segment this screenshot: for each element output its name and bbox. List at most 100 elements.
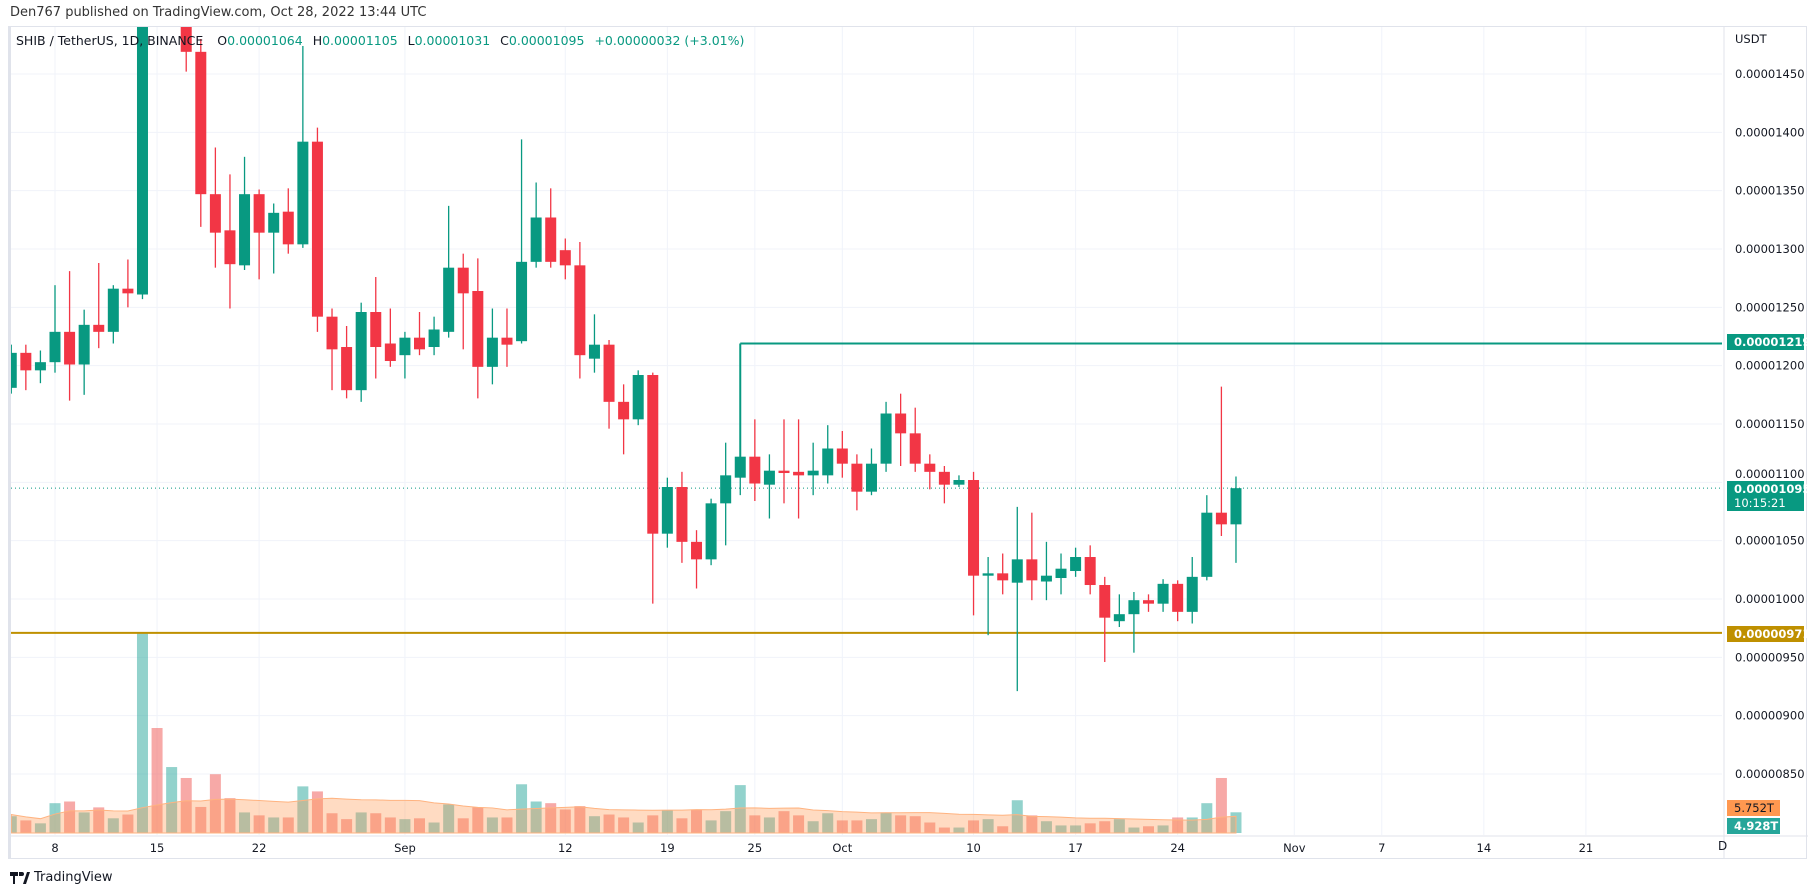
candle-body xyxy=(1026,559,1038,581)
support-price-badge: 0.00000971 xyxy=(1727,626,1810,642)
volume-bar xyxy=(486,817,498,833)
volume-bar xyxy=(749,815,761,833)
open-label: O xyxy=(217,33,228,48)
volume-bar xyxy=(341,819,353,833)
candle-body xyxy=(282,211,294,245)
candle-body xyxy=(428,329,440,348)
volume-bar xyxy=(472,807,484,833)
volume-bar xyxy=(1011,800,1023,833)
candle-body xyxy=(239,194,251,266)
candle-body xyxy=(632,375,644,420)
volume-bar xyxy=(20,820,32,833)
candle-body xyxy=(953,480,965,485)
candle-body xyxy=(822,448,834,476)
candle-body xyxy=(924,463,936,472)
high-label: H xyxy=(312,33,323,48)
volume-bar xyxy=(1055,825,1067,833)
currency-unit[interactable]: USDT xyxy=(1735,32,1767,46)
volume-bar xyxy=(938,827,950,833)
candle-body xyxy=(49,331,61,363)
price-tick-label: 0.00001400 xyxy=(1735,125,1805,139)
volume-bar xyxy=(107,818,119,833)
price-tick-label: 0.00001100 xyxy=(1735,467,1805,481)
candle-body xyxy=(399,337,411,356)
time-tick-label: 19 xyxy=(660,841,675,855)
volume-bar xyxy=(588,816,600,833)
time-tick-label: 14 xyxy=(1477,841,1492,855)
volume-bar xyxy=(370,813,382,833)
candle-body xyxy=(880,413,892,464)
time-tick-label: 10 xyxy=(966,841,981,855)
candle-body xyxy=(559,250,571,266)
candle-body xyxy=(20,352,32,371)
price-tick-label: 0.00001450 xyxy=(1735,67,1805,81)
candle-body xyxy=(720,475,732,504)
price-tick-label: 0.00001000 xyxy=(1735,592,1805,606)
volume-bar xyxy=(661,810,673,833)
candle-body xyxy=(836,448,848,464)
candle-body xyxy=(472,291,484,367)
volume-bar xyxy=(603,814,615,833)
candle-body xyxy=(661,487,673,534)
volume-bar xyxy=(807,821,819,833)
price-tick-label: 0.00001050 xyxy=(1735,534,1805,548)
chart-frame xyxy=(8,26,1807,859)
volume-bar xyxy=(1099,821,1111,833)
time-tick-label: 7 xyxy=(1378,841,1385,855)
volume-bar xyxy=(1070,825,1082,833)
volume-bar xyxy=(78,812,90,833)
candle-body xyxy=(11,352,17,388)
tradingview-logo[interactable]: TradingView xyxy=(10,870,113,885)
open-value: 0.00001064 xyxy=(227,33,303,48)
volume-bar xyxy=(64,801,76,833)
symbol-info[interactable]: SHIB / TetherUS, 1D, BINANCE xyxy=(16,33,204,48)
candle-body xyxy=(1040,575,1052,582)
price-tick-label: 0.00001250 xyxy=(1735,300,1805,314)
time-tick-label: Nov xyxy=(1283,841,1306,855)
low-label: L xyxy=(407,33,415,48)
volume-bar xyxy=(895,815,907,833)
last-price-badge: 0.00001095 10:15:21 xyxy=(1727,481,1811,511)
volume-bar xyxy=(822,813,834,833)
candle-body xyxy=(676,487,688,542)
volume-bar xyxy=(297,786,309,833)
candle-body xyxy=(136,27,148,295)
candle-body xyxy=(603,344,615,402)
last-price: 0.00001095 xyxy=(1734,482,1811,496)
volume-bar xyxy=(720,811,732,833)
candle-body xyxy=(1099,585,1111,618)
volume-bar xyxy=(647,815,659,833)
volume-bar xyxy=(734,785,746,833)
volume-bar xyxy=(574,806,586,833)
volume-bar xyxy=(355,812,367,833)
candle-body xyxy=(341,347,353,391)
candle-body xyxy=(1186,576,1198,612)
volume-bar xyxy=(909,816,921,833)
volume-bar xyxy=(180,777,192,833)
low-value: 0.00001031 xyxy=(414,33,491,48)
volume-bar xyxy=(968,820,980,833)
volume-bar xyxy=(982,819,994,833)
price-tick-label: 0.00001150 xyxy=(1735,417,1805,431)
price-tick-label: 0.00000900 xyxy=(1735,709,1805,723)
candle-body xyxy=(647,375,659,534)
time-tick-label: 8 xyxy=(51,841,58,855)
candle-body xyxy=(938,471,950,485)
time-tick-label: 21 xyxy=(1579,841,1594,855)
candle-body xyxy=(311,141,323,317)
candle-body xyxy=(1172,583,1184,612)
candle-body xyxy=(749,456,761,484)
volume-bar xyxy=(676,818,688,833)
candle-body xyxy=(1201,512,1213,577)
volume-bar xyxy=(384,817,396,833)
candle-body xyxy=(1084,557,1096,586)
interval-label[interactable]: D xyxy=(1718,839,1728,853)
candle-body xyxy=(34,362,46,371)
candle-body xyxy=(763,470,775,485)
volume-bar xyxy=(136,632,148,833)
candle-body xyxy=(1230,488,1242,525)
candle-body xyxy=(78,324,90,365)
candle-body xyxy=(297,141,309,245)
time-tick-label: Oct xyxy=(832,841,852,855)
